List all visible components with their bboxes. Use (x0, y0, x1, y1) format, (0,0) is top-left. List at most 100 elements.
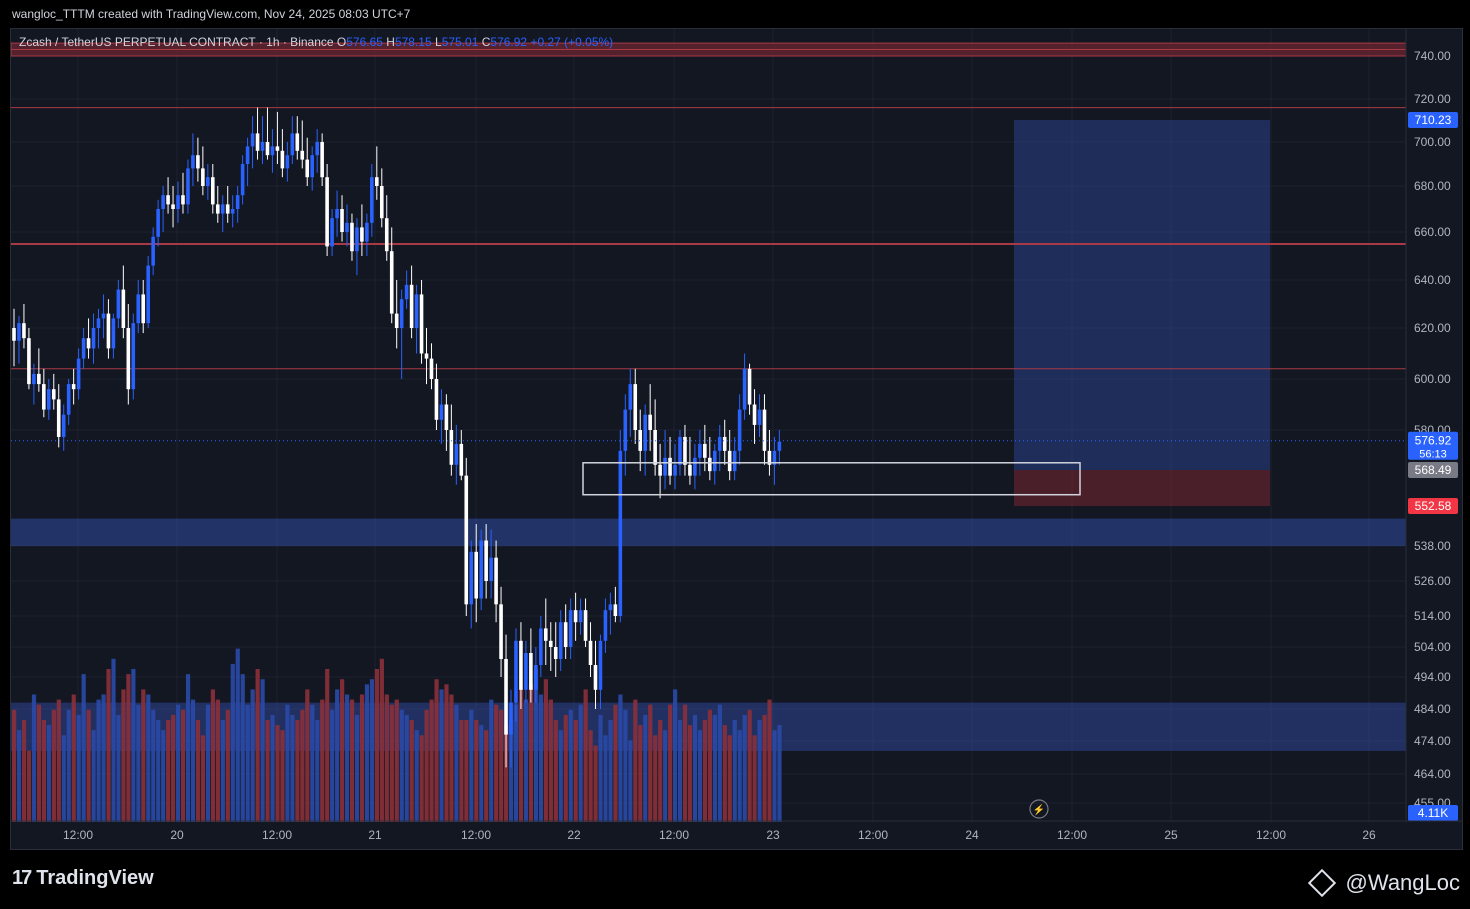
candle-body (474, 551, 479, 599)
candle-body (51, 389, 56, 400)
demand-zone (11, 518, 1406, 546)
candle-body (698, 443, 702, 458)
volume-bar (757, 720, 762, 822)
volume-bar (176, 704, 181, 822)
candle-body (206, 177, 210, 186)
legend-symbol: Zcash / TetherUS PERPETUAL CONTRACT · 1h… (19, 35, 337, 49)
candle-body (464, 475, 469, 605)
candle-body (519, 640, 523, 690)
candle-body (146, 265, 150, 324)
candle-body (280, 150, 285, 169)
candle-body (116, 289, 121, 319)
candle-body (290, 133, 295, 156)
price-tick-label: 474.00 (1414, 734, 1451, 748)
volume-bar (76, 714, 81, 822)
volume-bar (469, 709, 474, 822)
volume-bar (648, 704, 653, 822)
candle-body (553, 647, 558, 659)
volume-bar (101, 694, 106, 822)
candle-body (22, 323, 26, 339)
lightning-icon (1029, 799, 1049, 819)
candle-body (499, 604, 503, 659)
volume-bar (330, 709, 335, 822)
price-tick-label: 600.00 (1414, 372, 1451, 386)
volume-bar (210, 689, 215, 822)
legend-h-label: H (386, 35, 395, 49)
volume-bar (444, 684, 449, 822)
candle-body (747, 368, 752, 405)
volume-bar (732, 720, 737, 822)
volume-bar (185, 674, 191, 822)
volume-bar (349, 699, 355, 822)
chart-canvas[interactable]: 740.00 720.00 700.00 680.00 660.00 640.00 620.… (11, 29, 1462, 849)
volume-bar (141, 689, 146, 822)
candle-body (558, 622, 563, 659)
volume-bar (389, 704, 394, 822)
time-tick-label: 12:00 (63, 828, 93, 842)
volume-bar (489, 699, 494, 822)
volume-bar (479, 725, 484, 822)
candle-body (255, 133, 260, 151)
stop-zone (1014, 470, 1270, 507)
candle-body (529, 653, 533, 690)
volume-bar (742, 714, 747, 822)
volume-bar (618, 694, 623, 822)
candle-body (121, 289, 126, 328)
volume-bar (499, 709, 504, 822)
chart-panel[interactable]: 740.00 720.00 700.00 680.00 660.00 640.00 620.… (10, 28, 1463, 850)
candle-body (106, 313, 111, 349)
candle-body (648, 414, 652, 430)
legend-change: +0.27 (+0.05%) (530, 35, 613, 49)
candle-body (424, 353, 429, 359)
candle-body (618, 450, 623, 616)
candle-body (211, 177, 215, 205)
candle-body (539, 628, 543, 665)
candle-body (678, 436, 682, 465)
volume-bar (245, 704, 250, 822)
binance-diamond-icon (1307, 868, 1336, 898)
price-tick-label: 526.00 (1414, 574, 1451, 588)
last-price-label-bg (1408, 431, 1458, 460)
time-tick-label: 21 (368, 828, 382, 842)
volume-bar (225, 709, 230, 822)
volume-bar (578, 704, 583, 822)
candle-body (91, 328, 96, 349)
candle-body (230, 209, 235, 214)
volume-bar (404, 714, 409, 822)
volume-bar (220, 720, 225, 822)
volume-bar (697, 730, 703, 822)
volume-bar (131, 669, 136, 822)
volume-bar (702, 720, 708, 822)
target-zone (1014, 120, 1270, 471)
volume-bar (16, 730, 22, 822)
volume-bar (434, 679, 439, 822)
candle-body (717, 436, 722, 451)
volume-bar (653, 735, 658, 822)
price-tick-label: 660.00 (1414, 225, 1451, 239)
candle-body (653, 430, 657, 465)
candle-body (46, 389, 51, 410)
candle-body (633, 384, 638, 430)
time-tick-label: 24 (965, 828, 979, 842)
volume-bar (180, 709, 186, 822)
countdown-label: 56:13 (1419, 449, 1447, 461)
volume-bar (548, 699, 553, 822)
candle-body (643, 414, 647, 451)
volume-bar (106, 669, 111, 822)
legend-c-label: C (482, 35, 491, 49)
volume-bar (96, 699, 101, 822)
candle-body (300, 150, 305, 160)
legend-o-value: 576.65 (346, 35, 386, 49)
price-tick-label: 504.00 (1414, 640, 1451, 654)
volume-bar (563, 714, 568, 822)
candle-body (166, 195, 170, 205)
volume-bar (553, 720, 558, 822)
candle-body (389, 251, 394, 314)
volume-bar (285, 704, 290, 822)
candle-body (479, 540, 483, 599)
candle-body (752, 404, 757, 425)
volume-bar (638, 725, 643, 822)
volume-bar (151, 709, 156, 822)
stop-price-label: 552.58 (1415, 499, 1452, 513)
candle-body (17, 323, 21, 341)
